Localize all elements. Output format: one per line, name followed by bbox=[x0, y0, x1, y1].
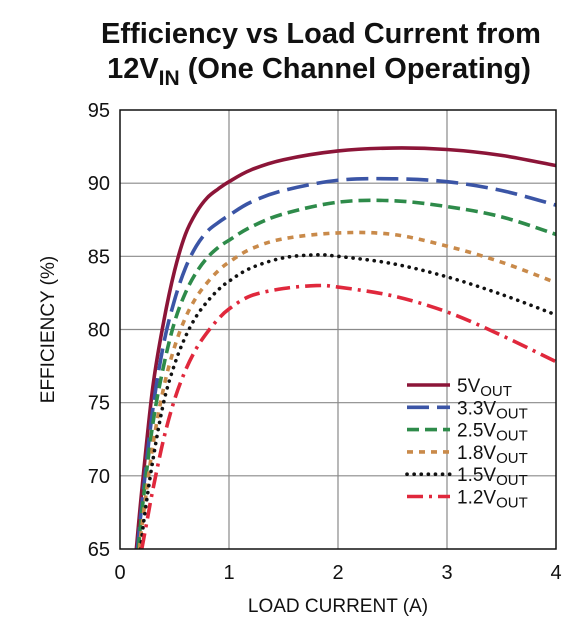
series-line-3 bbox=[136, 198, 556, 549]
x-tick-label: 1 bbox=[223, 562, 234, 584]
legend-entry-label: 1.5VOUT bbox=[457, 465, 528, 489]
y-tick-label: 85 bbox=[88, 246, 110, 268]
x-tick-label: 4 bbox=[550, 562, 561, 584]
legend-entry-label: 3.3VOUT bbox=[457, 398, 528, 422]
series-line-4 bbox=[137, 230, 556, 549]
series-line-1 bbox=[134, 146, 556, 549]
x-tick-label: 3 bbox=[441, 562, 452, 584]
y-tick-label: 75 bbox=[88, 393, 110, 415]
legend-entry-label: 1.8VOUT bbox=[457, 443, 528, 467]
y-tick-label: 70 bbox=[88, 466, 110, 488]
chart-title: Efficiency vs Load Current from 12VIN (O… bbox=[101, 18, 541, 90]
series-line-5 bbox=[138, 252, 556, 549]
x-tick-label: 0 bbox=[114, 562, 125, 584]
y-tick-label: 80 bbox=[88, 320, 110, 342]
legend-entry-label: 2.5VOUT bbox=[457, 421, 528, 445]
legend-entry-label: 1.2VOUT bbox=[457, 488, 528, 512]
y-tick-label: 95 bbox=[88, 100, 110, 122]
chart-title-line2-rest: (One Channel Operating) bbox=[180, 53, 531, 85]
y-axis-label: EFFICIENCY (%) bbox=[38, 256, 59, 403]
series-lines bbox=[134, 146, 556, 549]
chart-title-line2-main: 12V bbox=[107, 53, 159, 85]
series-line-6 bbox=[140, 283, 556, 549]
x-tick-label: 2 bbox=[332, 562, 343, 584]
y-tick-label: 65 bbox=[88, 539, 110, 561]
chart-title-line2: 12VIN (One Channel Operating) bbox=[107, 53, 531, 90]
legend-entry-label: 5VOUT bbox=[457, 376, 512, 400]
tick-labels: 0 1 2 3 4 65 70 75 80 85 90 95 bbox=[88, 100, 562, 584]
chart-title-line1: Efficiency vs Load Current from bbox=[101, 18, 541, 50]
chart-title-line2-sub: IN bbox=[159, 67, 180, 90]
y-tick-label: 90 bbox=[88, 173, 110, 195]
series-line-2 bbox=[135, 176, 556, 549]
plot-frame bbox=[119, 109, 557, 550]
x-axis-label: LOAD CURRENT (A) bbox=[248, 596, 428, 617]
